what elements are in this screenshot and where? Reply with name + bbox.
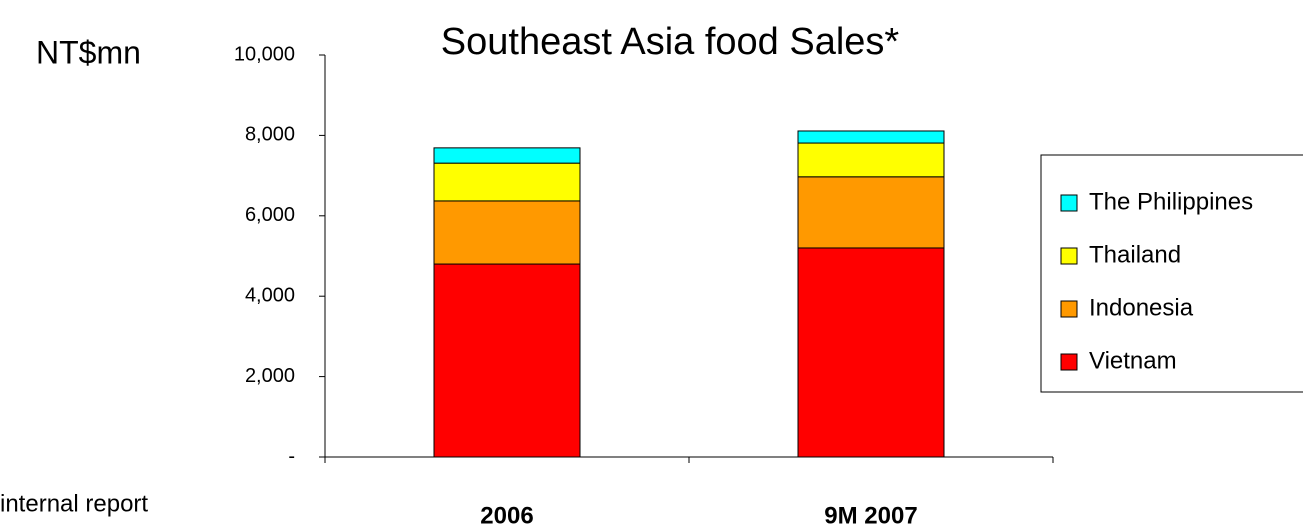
bar-segment [433, 162, 581, 202]
legend-swatch [1060, 247, 1078, 265]
y-axis-label: NT$mn [36, 34, 141, 70]
legend-label: Indonesia [1089, 294, 1194, 321]
y-tick-label: 6,000 [245, 204, 295, 226]
y-tick-label: - [288, 445, 295, 467]
legend-label: The Philippines [1089, 188, 1253, 215]
y-tick-label: 10,000 [234, 43, 295, 65]
bar-segment [797, 142, 945, 178]
legend-swatch [1060, 194, 1078, 212]
chart-title: Southeast Asia food Sales* [441, 21, 900, 63]
legend-label: Vietnam [1089, 347, 1177, 374]
y-tick-label: 8,000 [245, 124, 295, 146]
x-tick-label: 2006 [480, 502, 533, 528]
bar-segment [433, 263, 581, 458]
legend-swatch [1060, 300, 1078, 318]
bar-segment [797, 247, 945, 458]
legend-label: Thailand [1089, 241, 1181, 268]
bar-segment [797, 130, 945, 144]
y-tick-label: 2,000 [245, 365, 295, 387]
legend-box [1040, 154, 1303, 393]
bar-segment [433, 147, 581, 164]
footnote: internal report [0, 490, 148, 517]
y-tick-label: 4,000 [245, 284, 295, 306]
bar-segment [433, 200, 581, 265]
x-tick-label: 9M 2007 [824, 502, 917, 528]
legend-swatch [1060, 353, 1078, 371]
bar-segment [797, 176, 945, 249]
